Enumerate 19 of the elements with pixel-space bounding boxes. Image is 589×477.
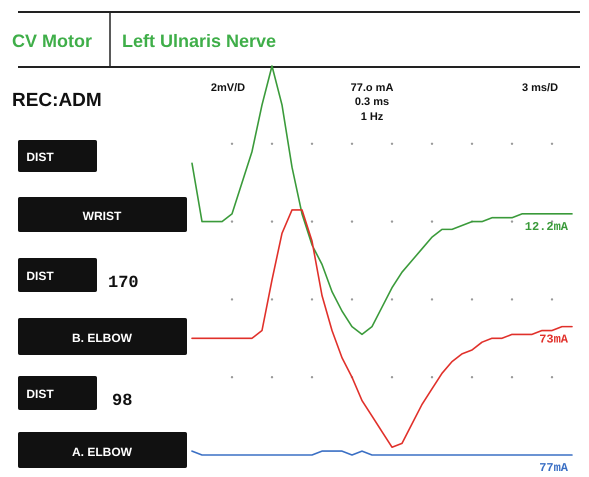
- text: WRIST: [82, 209, 122, 223]
- chart-subtitle: Left Ulnaris Nerve: [122, 31, 276, 51]
- annotation: 77.o mA: [350, 82, 394, 94]
- chart-title: CV Motor: [12, 31, 92, 51]
- text: DIST: [26, 150, 54, 164]
- text: 170: [108, 274, 139, 293]
- series-label: 77mA: [539, 461, 569, 475]
- annotation: 3 ms/D: [522, 82, 558, 94]
- text: DIST: [26, 269, 54, 283]
- text: REC:ADM: [12, 90, 102, 111]
- annotation: 1 Hz: [360, 111, 384, 123]
- series-label: 12.2mA: [524, 220, 569, 234]
- annotation: 2mV/D: [210, 82, 246, 94]
- text: A. ELBOW: [72, 445, 133, 459]
- series-label: 73mA: [539, 332, 569, 347]
- annotation: 0.3 ms: [354, 96, 390, 108]
- text: B. ELBOW: [72, 331, 133, 345]
- text: 98: [112, 392, 132, 411]
- text: DIST: [26, 387, 54, 401]
